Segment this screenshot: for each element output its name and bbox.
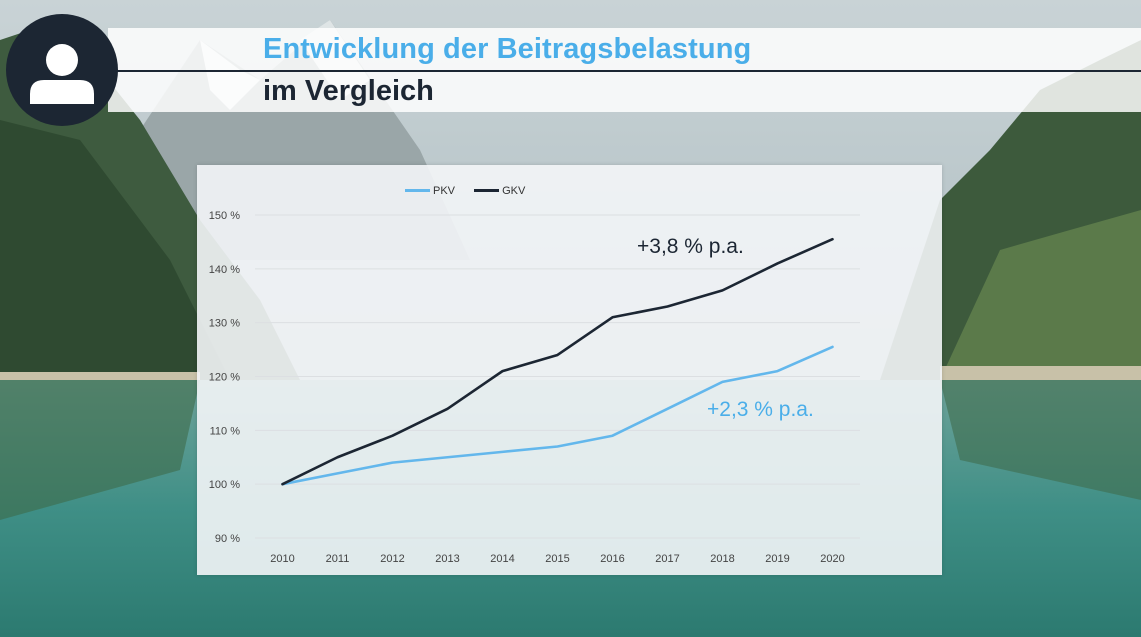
x-tick-label: 2014 xyxy=(490,553,514,565)
legend-label-pkv: PKV xyxy=(433,185,456,197)
x-tick-label: 2019 xyxy=(765,553,789,565)
annotation-pkv-growth: +2,3 % p.a. xyxy=(707,398,814,421)
y-tick-label: 110 % xyxy=(210,425,241,437)
annotation-gkv-growth: +3,8 % p.a. xyxy=(637,235,744,258)
x-tick-label: 2011 xyxy=(326,553,350,565)
legend-label-gkv: GKV xyxy=(502,185,526,197)
x-tick-label: 2015 xyxy=(545,553,569,565)
chart-legend: PKV GKV xyxy=(405,185,541,199)
x-tick-label: 2020 xyxy=(820,553,844,565)
x-tick-label: 2018 xyxy=(710,553,734,565)
legend-swatch-pkv xyxy=(405,188,430,192)
legend-item-gkv: GKV xyxy=(474,185,525,197)
y-tick-label: 90 % xyxy=(215,533,240,545)
avatar xyxy=(6,14,118,126)
series-line-pkv xyxy=(281,345,834,486)
x-tick-label: 2010 xyxy=(270,553,294,565)
x-tick-label: 2017 xyxy=(655,553,679,565)
y-tick-label: 120 % xyxy=(209,372,240,384)
y-tick-label: 140 % xyxy=(209,264,240,276)
page-subtitle: im Vergleich xyxy=(263,75,434,107)
chart-panel: 90 % 100 % 110 % 120 % 130 % 140 % 150 % 2010 20… xyxy=(197,165,942,575)
y-tick-label: 150 % xyxy=(209,210,240,222)
line-chart: 90 % 100 % 110 % 120 % 130 % 140 % 150 % 2010 20… xyxy=(209,210,860,565)
y-tick-label: 100 % xyxy=(209,479,240,491)
page-title: Entwicklung der Beitragsbelastung xyxy=(263,33,752,65)
title-underline xyxy=(108,70,1141,72)
x-tick-label: 2016 xyxy=(600,553,624,565)
y-tick-label: 130 % xyxy=(209,318,240,330)
x-tick-label: 2012 xyxy=(380,553,404,565)
x-tick-label: 2013 xyxy=(435,553,459,565)
legend-item-pkv: PKV xyxy=(405,185,455,197)
legend-swatch-gkv xyxy=(474,188,500,192)
user-icon xyxy=(30,44,94,104)
series-line-gkv xyxy=(281,237,834,486)
